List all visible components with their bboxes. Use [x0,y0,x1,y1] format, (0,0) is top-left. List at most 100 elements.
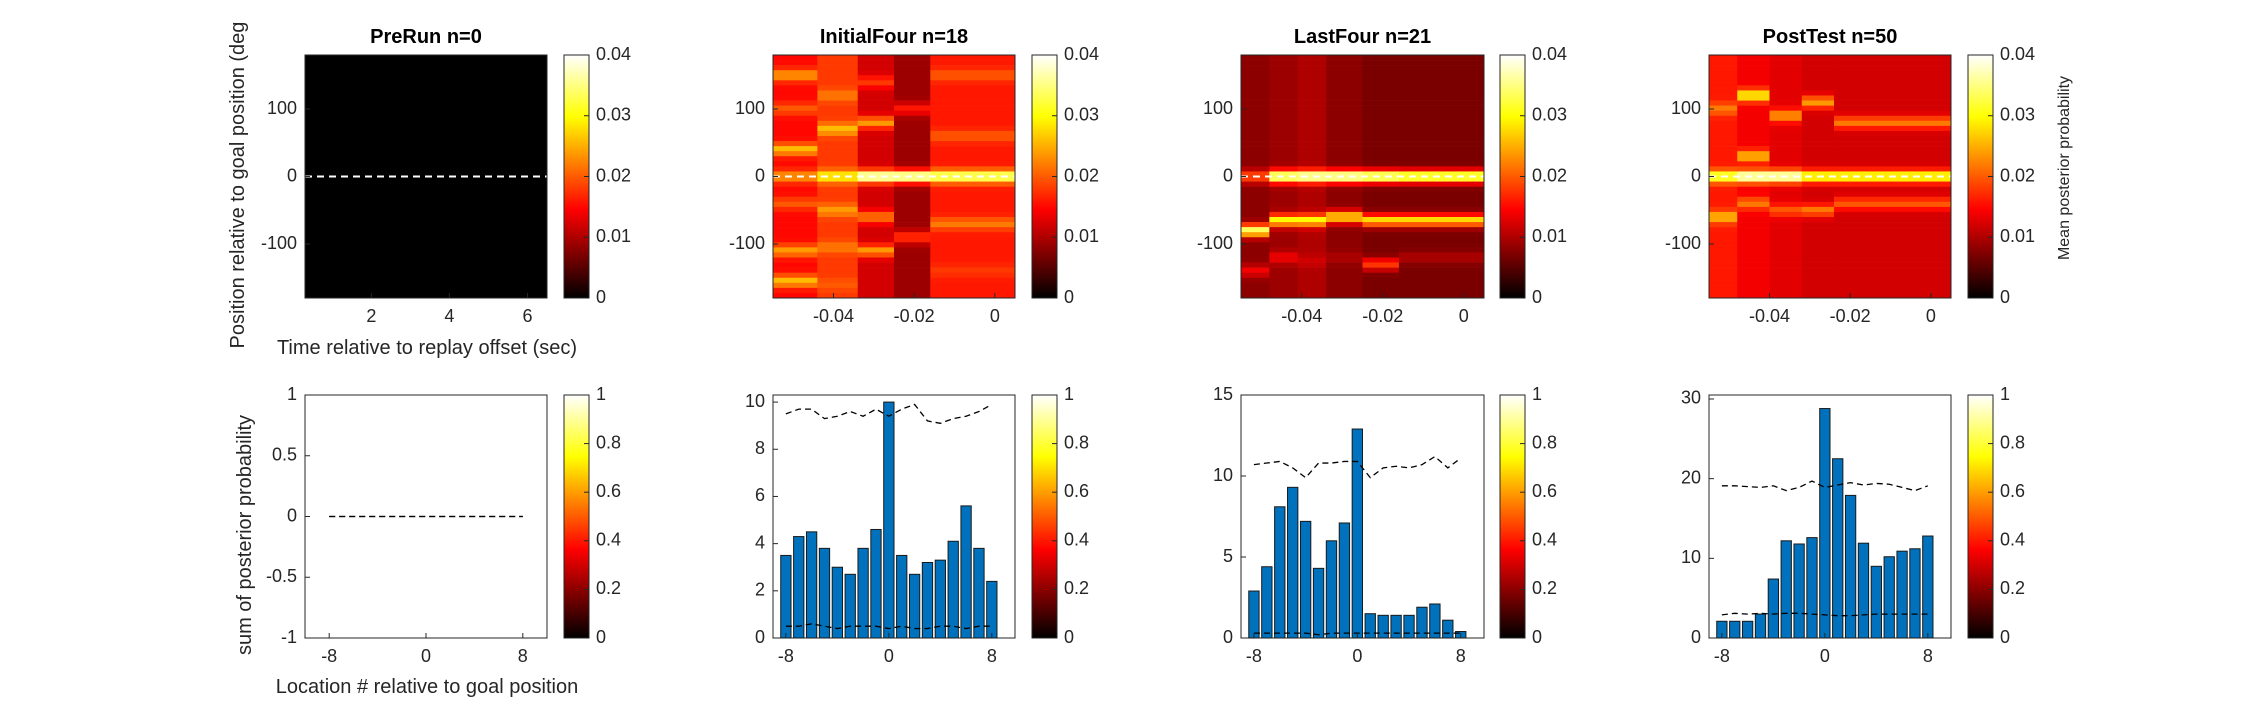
heatmap-cell [1269,211,1298,218]
heatmap-cell [1269,166,1298,172]
heatmap-cell [930,55,1016,61]
bar [818,547,831,639]
heatmap-cell [1241,272,1270,279]
heatmap-cell [1709,287,1738,294]
heatmap-cell [1801,161,1835,167]
heatmap-cell [1398,232,1485,238]
x-tick-label: 0 [1459,306,1469,326]
heatmap-cell [1801,232,1835,238]
colorbar-tick-label: 0.03 [1064,105,1099,125]
heatmap-cell [1398,206,1485,213]
heatmap-cell [1737,105,1770,111]
heatmap-cell [817,237,858,243]
colorbar-gradient [1031,394,1058,639]
heatmap-cell [1398,80,1485,86]
heatmap-cell [1241,171,1270,177]
heatmap-cell [773,120,818,127]
heatmap-cell [1362,242,1400,248]
heatmap-cell [1362,282,1400,289]
heatmap-cell [1269,237,1298,243]
y-tick-label: 0 [1691,627,1701,647]
heatmap-cell [894,252,931,258]
heatmap-cell [1834,141,1952,147]
heatmap-cell [930,166,1016,172]
heatmap-cell [857,176,895,182]
heatmap-cell [1362,176,1400,182]
heatmap-cell [1398,242,1485,248]
bar [883,401,895,639]
bar [896,554,908,639]
heatmap-cell [1269,125,1298,132]
x-tick-label: -0.02 [894,306,935,326]
heatmap-cell [1326,70,1363,76]
heatmap-cell [1801,120,1835,127]
heatmap-cell [817,95,858,101]
heatmap-cell [1398,90,1485,96]
heatmap-cell [1737,287,1770,294]
heatmap-cell [1297,292,1327,299]
heatmap-cell [1269,262,1298,268]
heatmap-cell [1269,227,1298,233]
heatmap-cell [1709,136,1738,142]
colorbar-tick-label: 0.2 [596,578,621,598]
colorbar-tick-label: 0 [596,627,606,647]
colorbar-top-2: 0 0.01 0.02 0.03 0.04 [1031,44,1099,307]
heatmap-cell [857,181,895,187]
heatmap-cell [930,95,1016,101]
heatmap-cell [1269,282,1298,289]
heatmap-cell [1801,242,1835,248]
colorbar-tick-label: 0.01 [1064,226,1099,246]
heatmap-cell [894,181,931,187]
heatmap-cell [817,136,858,142]
heatmap-cell [1362,70,1400,76]
heatmap-cell [1709,105,1738,111]
bottom-ylabel: sum of posterior probability [234,415,256,655]
heatmap-1: PreRun n=0 100 0 -100 2 4 6 [261,26,548,326]
bar [1883,556,1895,639]
heatmap-cell [1398,222,1485,228]
bar [1870,565,1882,639]
heatmap-cell [1297,115,1327,122]
heatmap-cell [817,60,858,66]
heatmap-cell [1801,130,1835,137]
heatmap-cell [1801,146,1835,152]
heatmap-cell [930,65,1016,71]
heatmap-cell [1801,237,1835,243]
heatmap-cell [1269,55,1298,61]
heatmap-cell [894,166,931,172]
x-tick-label: -8 [321,646,337,666]
heatmap-cell [1769,237,1803,243]
colorbar-tick-label: 1 [1532,384,1542,404]
heatmap-cell [817,196,858,203]
heatmap-cell [1326,206,1363,213]
heatmap-cell [1834,130,1952,137]
heatmap-cell [1326,136,1363,142]
heatmap-cell [1737,85,1770,91]
heatmap-cell [1398,252,1485,258]
heatmap-cell [1269,277,1298,284]
heatmap-cell [894,120,931,127]
heatmap-cell [1709,120,1738,127]
heatmap-cell [930,222,1016,228]
heatmap-cell [1297,277,1327,284]
chart-title: PostTest n=50 [1763,26,1898,48]
heatmap-cell [1398,277,1485,284]
bar [1364,613,1376,639]
y-tick-label: 1 [287,384,297,404]
heatmap-cell [817,80,858,86]
colorbar-tick-label: 0.4 [1532,530,1557,550]
heatmap-cell [773,176,818,182]
heatmap-cell [1737,141,1770,147]
heatmap-cell [1709,85,1738,91]
heatmap-cell [1737,282,1770,289]
heatmap-cell [894,90,931,96]
heatmap-cell [930,262,1016,268]
heatmap-cell [1737,201,1770,208]
heatmap-cell [1269,201,1298,208]
heatmap-cell [773,211,818,218]
heatmap-cell [1362,125,1400,132]
heatmap-cell [1326,237,1363,243]
heatmap-cell [1241,161,1270,167]
heatmap-cell [930,217,1016,223]
